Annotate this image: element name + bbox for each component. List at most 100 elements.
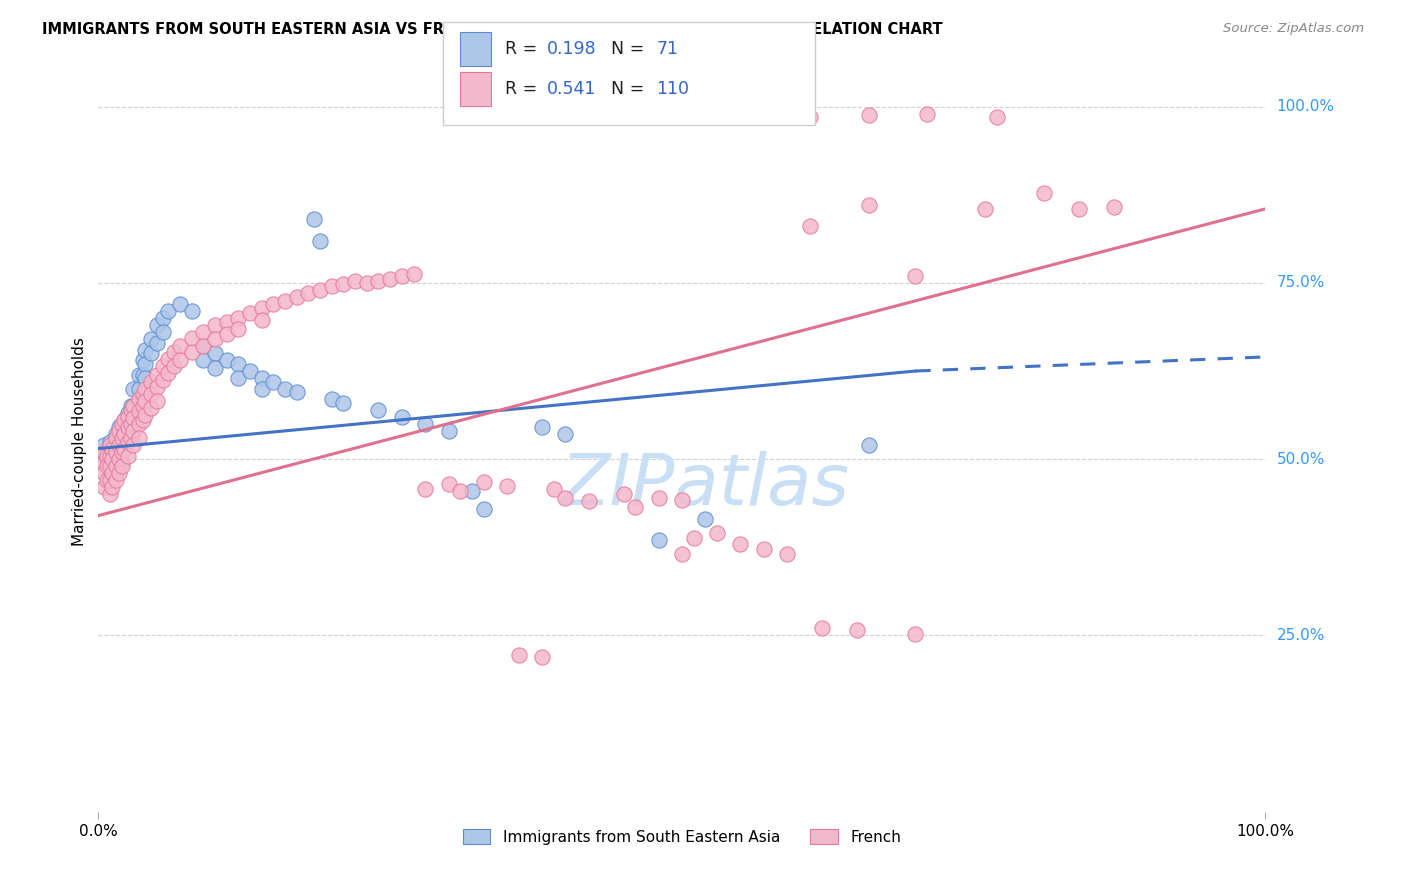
Point	[101, 459, 124, 474]
Point	[986, 110, 1008, 124]
Point	[128, 417, 150, 431]
Point	[108, 431, 131, 445]
Point	[98, 445, 121, 459]
Point	[508, 648, 530, 663]
Point	[250, 382, 273, 396]
Point	[204, 318, 226, 333]
Point	[543, 482, 565, 496]
Point	[120, 417, 142, 431]
Point	[402, 268, 425, 282]
Point	[157, 304, 180, 318]
Point	[193, 339, 215, 353]
Point	[695, 512, 717, 526]
Point	[169, 339, 191, 353]
Point	[134, 394, 156, 409]
Point	[108, 467, 131, 481]
Point	[111, 431, 134, 445]
Point	[139, 401, 162, 416]
Text: Source: ZipAtlas.com: Source: ZipAtlas.com	[1223, 22, 1364, 36]
Point	[344, 275, 367, 289]
Point	[367, 402, 389, 417]
Point	[122, 409, 145, 424]
Point	[134, 382, 156, 396]
Point	[108, 452, 131, 467]
Point	[169, 297, 191, 311]
Point	[671, 547, 693, 561]
Point	[706, 526, 728, 541]
Point	[157, 366, 180, 380]
Point	[101, 480, 124, 494]
Point	[250, 301, 273, 315]
Point	[636, 105, 658, 120]
Point	[262, 297, 284, 311]
Point	[215, 315, 238, 329]
Point	[274, 382, 297, 396]
Point	[112, 413, 135, 427]
Point	[624, 500, 647, 515]
Point	[146, 380, 169, 394]
Point	[152, 359, 174, 373]
Point	[449, 483, 471, 498]
Point	[93, 467, 115, 481]
Point	[304, 212, 326, 227]
Point	[128, 392, 150, 407]
Point	[93, 445, 115, 459]
Point	[98, 459, 121, 474]
Point	[578, 494, 600, 508]
Point	[391, 409, 413, 424]
Point	[122, 424, 145, 438]
Point	[169, 353, 191, 368]
Point	[98, 473, 121, 487]
Point	[193, 339, 215, 353]
Point	[321, 392, 343, 407]
Point	[437, 424, 460, 438]
Point	[108, 438, 131, 452]
Point	[104, 438, 127, 452]
Point	[117, 417, 139, 431]
Point	[117, 406, 139, 420]
Point	[128, 382, 150, 396]
Point	[98, 438, 121, 452]
Point	[120, 399, 142, 413]
Point	[730, 537, 752, 551]
Point	[152, 325, 174, 339]
Point	[228, 322, 250, 336]
Point	[496, 479, 519, 493]
Point	[1102, 200, 1125, 214]
Point	[101, 449, 124, 463]
Point	[117, 409, 139, 424]
Point	[682, 531, 704, 545]
Point	[274, 293, 297, 308]
Point	[139, 387, 162, 401]
Point	[741, 106, 763, 120]
Point	[111, 459, 134, 474]
Point	[139, 375, 162, 389]
Point	[613, 487, 636, 501]
Point	[152, 373, 174, 387]
Point	[139, 346, 162, 360]
Text: 110: 110	[657, 80, 689, 98]
Point	[508, 110, 530, 124]
Point	[128, 404, 150, 418]
Point	[104, 427, 127, 442]
Point	[163, 359, 186, 373]
Point	[104, 473, 127, 487]
Point	[96, 449, 118, 463]
Point	[472, 501, 495, 516]
Point	[128, 409, 150, 424]
Point	[93, 480, 115, 494]
Point	[215, 353, 238, 368]
Point	[846, 623, 869, 637]
Point	[811, 621, 834, 635]
Text: ZIPatlas: ZIPatlas	[561, 451, 849, 520]
Point	[120, 413, 142, 427]
Point	[152, 311, 174, 326]
Point	[974, 202, 997, 216]
Point	[146, 368, 169, 382]
Point	[799, 219, 821, 234]
Point	[1032, 186, 1054, 200]
Point	[112, 442, 135, 456]
Point	[104, 445, 127, 459]
Text: 75.0%: 75.0%	[1277, 276, 1324, 291]
Point	[776, 547, 799, 561]
